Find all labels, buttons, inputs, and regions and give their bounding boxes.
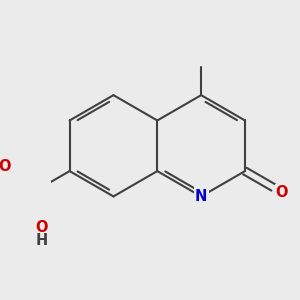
- Text: O: O: [276, 185, 288, 200]
- Text: O: O: [0, 159, 11, 174]
- Text: N: N: [195, 189, 207, 204]
- Text: H: H: [35, 232, 47, 247]
- Text: O: O: [35, 220, 48, 236]
